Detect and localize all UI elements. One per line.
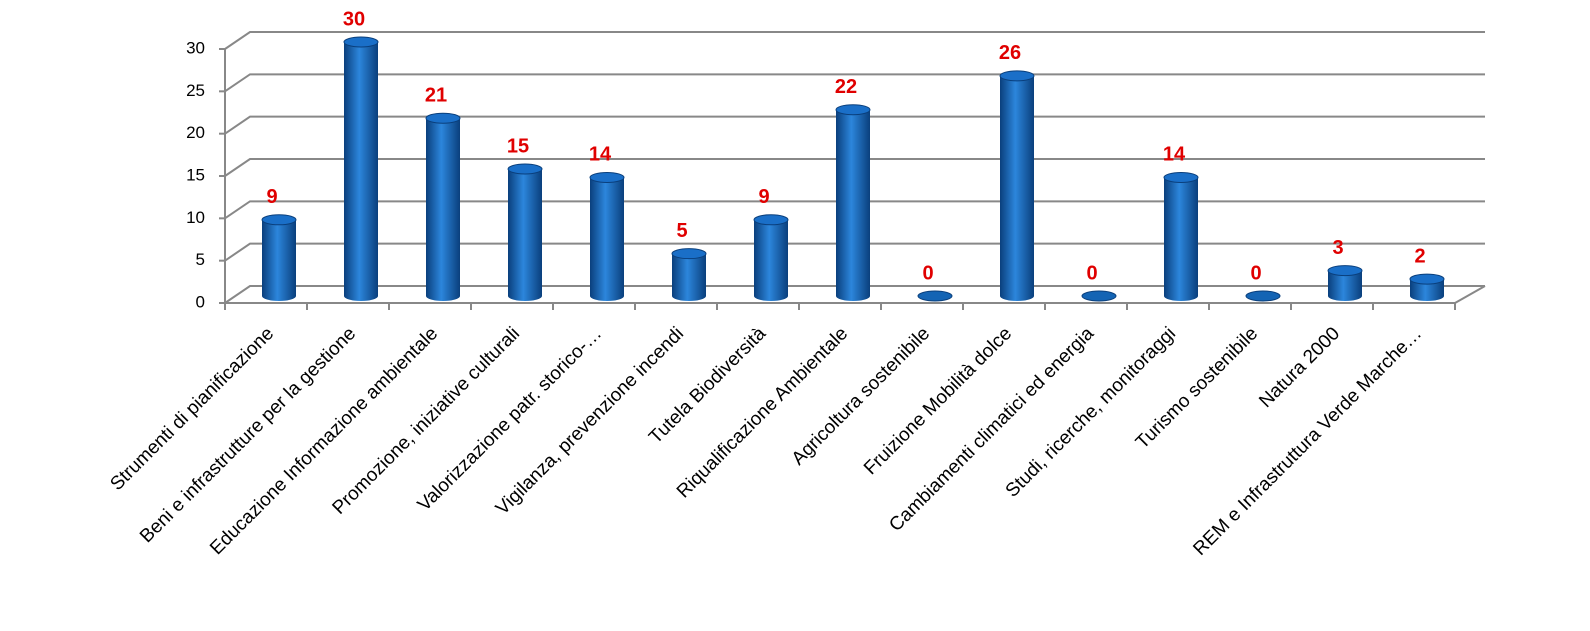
- x-tick-label: Strumenti di pianificazione: [106, 323, 278, 495]
- bar-top: [1163, 171, 1199, 183]
- bar: [1163, 171, 1199, 301]
- bar-top: [1409, 273, 1445, 285]
- bar-body: [1000, 75, 1034, 296]
- bar-body: [262, 219, 296, 296]
- bar-top: [1245, 290, 1281, 302]
- bar-body: [836, 109, 870, 296]
- bar-top: [589, 171, 625, 183]
- value-label: 0: [1250, 262, 1261, 284]
- x-tick-label: Riqualificazione Ambientale: [673, 323, 852, 502]
- bar: [835, 104, 871, 301]
- grid-line: [224, 285, 1485, 304]
- bar-body: [508, 169, 542, 296]
- bar-bottom: [754, 291, 788, 301]
- bar-bottom: [1410, 291, 1444, 301]
- bar-top: [753, 214, 789, 226]
- y-tick-label: 30: [186, 38, 205, 57]
- bar-bottom: [344, 291, 378, 301]
- bar: [1081, 290, 1117, 302]
- x-tick-label: Fruizione Mobilità dolce: [860, 323, 1016, 479]
- value-label: 22: [835, 76, 857, 98]
- bar: [507, 163, 543, 301]
- bar-bottom: [426, 291, 460, 301]
- grid-line: [224, 242, 1485, 262]
- bar: [753, 214, 789, 301]
- y-tick-label: 10: [186, 208, 205, 227]
- bar: [261, 214, 297, 301]
- grid-line: [224, 115, 1485, 135]
- value-label: 15: [507, 135, 529, 157]
- value-label: 30: [343, 8, 365, 30]
- x-tick-label: Agricoltura sostenibile: [788, 323, 934, 469]
- value-label: 5: [676, 220, 687, 242]
- bar-top: [999, 70, 1035, 82]
- y-tick-label: 20: [186, 123, 205, 142]
- bar: [1327, 265, 1363, 301]
- bar-bottom: [508, 291, 542, 301]
- bar: [917, 290, 953, 302]
- x-tick-label: Natura 2000: [1255, 323, 1344, 412]
- floor-edge: [1454, 285, 1486, 304]
- bar-top: [1081, 290, 1117, 302]
- bar-bottom: [672, 291, 706, 301]
- bar-top: [507, 163, 543, 175]
- bar-bottom: [590, 291, 624, 301]
- bar-body: [590, 177, 624, 296]
- bar-bottom: [1000, 291, 1034, 301]
- bar: [671, 248, 707, 301]
- bar-body: [754, 219, 788, 296]
- value-label: 3: [1332, 237, 1343, 259]
- value-label: 2: [1414, 245, 1425, 267]
- bar-top: [343, 36, 379, 48]
- value-label: 14: [589, 144, 612, 166]
- bar-top: [671, 248, 707, 260]
- bar: [425, 112, 461, 301]
- value-label: 9: [266, 186, 277, 208]
- grid-line: [224, 158, 1485, 177]
- grid-line: [224, 31, 1485, 50]
- bar-top: [261, 214, 297, 226]
- bar-body: [344, 42, 378, 296]
- y-tick-label: 5: [196, 250, 205, 269]
- grid-line: [224, 200, 1485, 220]
- grid-line: [224, 73, 1485, 93]
- bar-bottom: [836, 291, 870, 301]
- y-tick-label: 25: [186, 81, 205, 100]
- bar-body: [1164, 177, 1198, 296]
- value-label: 0: [922, 262, 933, 284]
- bar: [343, 36, 379, 301]
- bar-body: [426, 118, 460, 296]
- bar-bottom: [262, 291, 296, 301]
- bar-top: [917, 290, 953, 302]
- y-tick-label: 0: [196, 292, 205, 311]
- x-tick-label: Studi, ricerche, monitoraggi: [1002, 323, 1180, 501]
- value-label: 9: [758, 186, 769, 208]
- bar-bottom: [1164, 291, 1198, 301]
- value-label: 26: [999, 42, 1021, 64]
- bar: [589, 171, 625, 301]
- bar-top: [425, 112, 461, 124]
- y-tick-label: 15: [186, 165, 205, 184]
- bar: [999, 70, 1035, 301]
- value-label: 21: [425, 84, 447, 106]
- bar: [1409, 273, 1445, 301]
- value-label: 0: [1086, 262, 1097, 284]
- bar-top: [1327, 265, 1363, 277]
- value-label: 14: [1163, 144, 1186, 166]
- bar-body: [672, 253, 706, 296]
- bar: [1245, 290, 1281, 302]
- bar-top: [835, 104, 871, 116]
- bar-bottom: [1328, 291, 1362, 301]
